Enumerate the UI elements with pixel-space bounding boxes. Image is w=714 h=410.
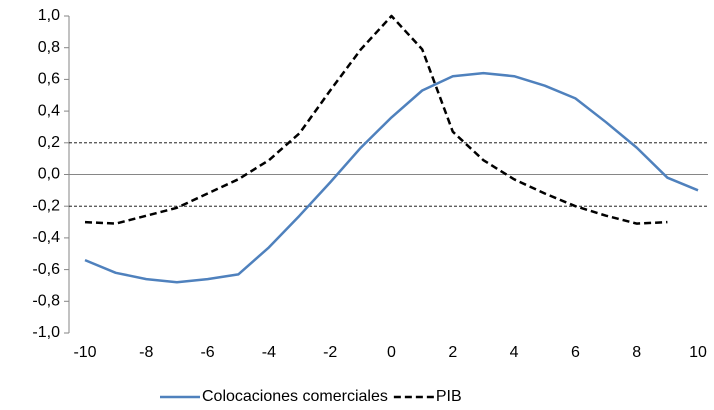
y-tick-label: -0,8 <box>32 293 60 310</box>
x-tick-label: 6 <box>571 344 580 361</box>
series-line <box>84 14 668 225</box>
x-tick-label: -8 <box>139 344 153 361</box>
x-tick-label: 10 <box>689 344 707 361</box>
y-tick-label: 0,2 <box>38 134 60 151</box>
x-tick-label: 0 <box>387 344 396 361</box>
x-tick-label: -4 <box>262 344 276 361</box>
y-tick-label: 0,6 <box>38 71 60 88</box>
y-tick-label: -0,6 <box>32 261 60 278</box>
y-tick-label: 0,8 <box>38 39 60 56</box>
x-tick-label: -10 <box>73 344 96 361</box>
y-tick-label: 0,4 <box>38 102 60 119</box>
y-tick-label: 1,0 <box>38 7 60 24</box>
y-tick-label: -1,0 <box>32 324 60 341</box>
x-tick-label: 4 <box>510 344 519 361</box>
x-tick-label: 8 <box>632 344 641 361</box>
y-tick-label: -0,2 <box>32 197 60 214</box>
legend-label: PIB <box>436 388 462 405</box>
y-tick-label: -0,4 <box>32 229 60 246</box>
series-line <box>84 71 699 284</box>
x-tick-label: 2 <box>448 344 457 361</box>
x-tick-label: -6 <box>200 344 214 361</box>
x-tick-label: -2 <box>323 344 337 361</box>
y-tick-label: 0,0 <box>38 166 60 183</box>
legend-label: Colocaciones comerciales <box>202 388 388 405</box>
